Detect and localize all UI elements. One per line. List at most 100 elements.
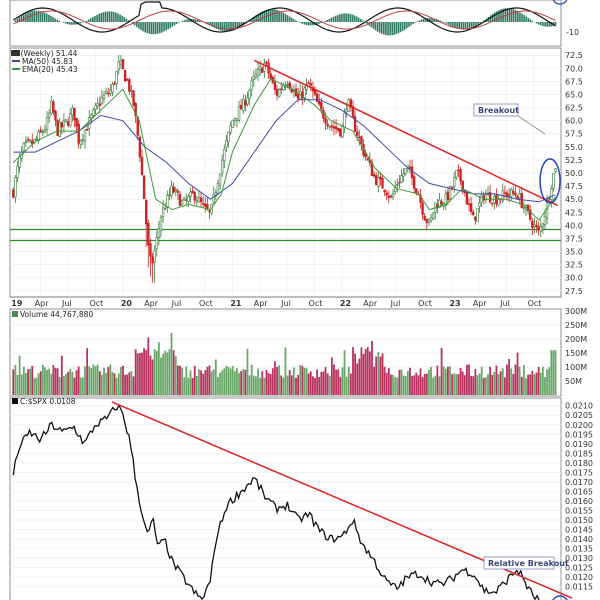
relative-strength-line <box>12 403 540 600</box>
candle-body <box>552 173 555 189</box>
volume-bar <box>539 372 542 395</box>
volume-bar <box>35 377 38 395</box>
top-histogram-bar <box>148 22 151 34</box>
volume-bar <box>271 368 274 395</box>
volume-bar <box>409 367 411 395</box>
volume-bar <box>191 378 194 395</box>
candle-body <box>431 212 435 219</box>
top-histogram-bar <box>554 22 557 26</box>
candle-body <box>465 192 469 205</box>
price-y-tick-label: 60.0 <box>565 117 583 126</box>
top-histogram-bar <box>182 20 184 22</box>
top-histogram-bar <box>519 12 521 22</box>
volume-bar <box>320 371 323 395</box>
volume-bar <box>168 349 171 395</box>
volume-bar <box>453 373 456 395</box>
top-histogram-bar <box>175 22 178 25</box>
candle-body <box>438 199 441 209</box>
volume-bar <box>233 371 236 395</box>
volume-bar <box>284 347 287 395</box>
top-histogram-bar <box>272 9 274 22</box>
candle-body <box>467 203 471 206</box>
top-histogram-bar <box>66 22 69 25</box>
time-axis-label: 22 <box>340 299 351 308</box>
candle-body <box>145 200 148 225</box>
candle-body <box>153 250 156 263</box>
candle-body <box>526 204 530 212</box>
top-histogram-bar <box>255 15 257 22</box>
volume-bar <box>449 366 451 395</box>
top-histogram-bar <box>207 22 209 25</box>
volume-bar <box>105 372 108 395</box>
candle-body <box>100 96 104 105</box>
candle-body <box>166 195 169 208</box>
candle-body <box>275 88 279 96</box>
time-axis-label: Apr <box>473 299 488 308</box>
candle-body <box>195 200 199 202</box>
candle-body <box>410 166 414 179</box>
top-histogram-bar <box>433 18 435 22</box>
volume-bar <box>343 350 346 395</box>
candle-body <box>71 107 74 116</box>
candle-body <box>339 128 342 137</box>
top-histogram-bar <box>450 22 452 26</box>
top-histogram-bar <box>274 9 276 22</box>
top-histogram-bar <box>514 10 517 22</box>
top-histogram-bar <box>209 22 211 26</box>
volume-bar <box>242 369 245 395</box>
candle-body <box>128 79 131 92</box>
top-histogram-bar <box>98 13 100 22</box>
breakout-label: Breakout <box>478 106 519 115</box>
volume-bar <box>506 364 508 395</box>
relative-y-tick-label: 0.0160 <box>565 497 593 506</box>
volume-bar <box>447 366 449 395</box>
candle-body <box>252 75 256 80</box>
top-histogram-bar <box>33 10 36 22</box>
volume-bar <box>27 369 29 395</box>
top-histogram-bar <box>462 22 465 30</box>
top-histogram-bar <box>92 17 94 22</box>
time-axis-label: Jul <box>390 299 401 308</box>
volume-bar <box>322 371 325 395</box>
volume-bar <box>451 374 454 395</box>
volume-bar <box>413 375 416 395</box>
volume-bar <box>349 373 352 395</box>
candle-body <box>404 168 407 174</box>
volume-bar <box>419 368 422 395</box>
volume-bar <box>421 377 424 395</box>
top-histogram-bar <box>370 22 373 28</box>
candle-body <box>313 90 317 95</box>
top-histogram-bar <box>521 13 523 22</box>
top-histogram-bar <box>140 22 142 31</box>
top-histogram-bar <box>537 22 540 25</box>
volume-bar <box>255 376 257 395</box>
candle-body <box>189 191 192 197</box>
volume-bar <box>482 377 485 395</box>
volume-bar <box>128 372 131 395</box>
volume-bar <box>280 375 283 395</box>
top-histogram-bar <box>452 22 454 27</box>
volume-bar <box>276 367 278 395</box>
price-gridlines <box>10 50 561 296</box>
volume-bar <box>179 365 181 395</box>
volume-bar <box>527 374 529 395</box>
top-indicator-panel: -10 <box>9 0 579 47</box>
top-histogram-bar <box>443 22 446 23</box>
volume-bar <box>305 368 308 395</box>
top-histogram-bar <box>69 22 71 25</box>
relative-y-tick-label: 0.0150 <box>565 516 593 525</box>
candle-body <box>172 186 175 193</box>
volume-bar <box>54 367 57 395</box>
candle-body <box>117 61 120 70</box>
top-histogram-bar <box>512 9 515 22</box>
candle-body <box>290 89 293 93</box>
candle-body <box>111 84 114 93</box>
volume-bar <box>337 369 340 395</box>
top-histogram-bar <box>127 20 130 22</box>
volume-bar <box>522 365 525 395</box>
candle-body <box>180 200 184 205</box>
top-histogram-bar <box>110 11 113 22</box>
breakout-callout-box <box>473 103 519 117</box>
breakout-callout: Breakout <box>473 103 546 135</box>
top-histogram-bar <box>133 22 136 26</box>
